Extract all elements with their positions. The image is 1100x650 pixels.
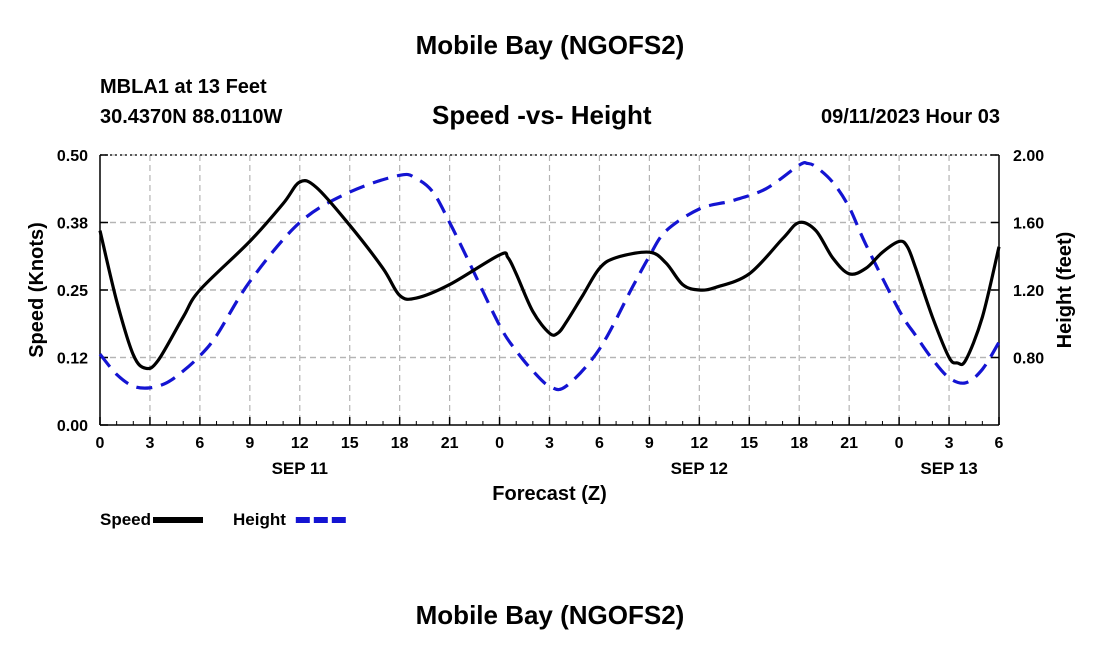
y-tick-label-right: 2.00 — [1013, 148, 1044, 165]
x-tick-label: 6 — [595, 435, 604, 452]
x-tick-label: 18 — [790, 435, 808, 452]
legend-label-height: Height — [233, 510, 286, 529]
footer-title: Mobile Bay (NGOFS2) — [415, 600, 685, 630]
x-axis-label: Forecast (Z) — [492, 483, 606, 505]
y-tick-label-left: 0.00 — [57, 418, 88, 435]
x-tick-label: 0 — [895, 435, 904, 452]
x-tick-label: 0 — [96, 435, 105, 452]
x-tick-label: 6 — [195, 435, 204, 452]
x-tick-label: 0 — [495, 435, 504, 452]
grid-lines — [100, 154, 999, 425]
y-tick-label-left: 0.25 — [57, 283, 88, 300]
x-tick-label: 18 — [391, 435, 409, 452]
y-tick-label-left: 0.12 — [57, 351, 88, 368]
x-tick-label: 12 — [690, 435, 708, 452]
x-tick-label: 3 — [545, 435, 554, 452]
date-label: SEP 13 — [920, 459, 977, 478]
x-tick-label: 15 — [740, 435, 758, 452]
series-line-height — [98, 161, 1001, 392]
station-label: MBLA1 at 13 Feet — [100, 76, 267, 98]
legend-label-speed: Speed — [100, 510, 151, 529]
x-tick-label: 9 — [245, 435, 254, 452]
date-label: SEP 12 — [671, 459, 728, 478]
x-tick-label: 15 — [341, 435, 359, 452]
y-tick-label-right: 1.60 — [1013, 216, 1044, 233]
y-tick-label-left: 0.38 — [57, 216, 88, 233]
x-tick-label: 6 — [995, 435, 1004, 452]
y-tick-label-right: 0.80 — [1013, 351, 1044, 368]
y-tick-label-left: 0.50 — [57, 148, 88, 165]
x-tick-label: 21 — [840, 435, 858, 452]
chart-subtitle: Speed -vs- Height — [432, 100, 652, 130]
x-tick-label: 9 — [645, 435, 654, 452]
y-axis-label-right: Height (feet) — [1054, 232, 1076, 349]
x-tick-label: 3 — [945, 435, 954, 452]
forecast-timestamp: 09/11/2023 Hour 03 — [820, 106, 1000, 128]
y-tick-label-right: 1.20 — [1013, 283, 1044, 300]
coordinates-label: 30.4370N 88.0110W — [100, 106, 283, 128]
series-line-speed — [98, 179, 1001, 371]
y-axis-label-left: Speed (Knots) — [26, 222, 48, 358]
x-tick-label: 21 — [441, 435, 459, 452]
chart-title: Mobile Bay (NGOFS2) — [415, 30, 685, 60]
date-label: SEP 11 — [272, 459, 328, 478]
x-tick-label: 3 — [145, 435, 154, 452]
x-tick-label: 12 — [291, 435, 309, 452]
